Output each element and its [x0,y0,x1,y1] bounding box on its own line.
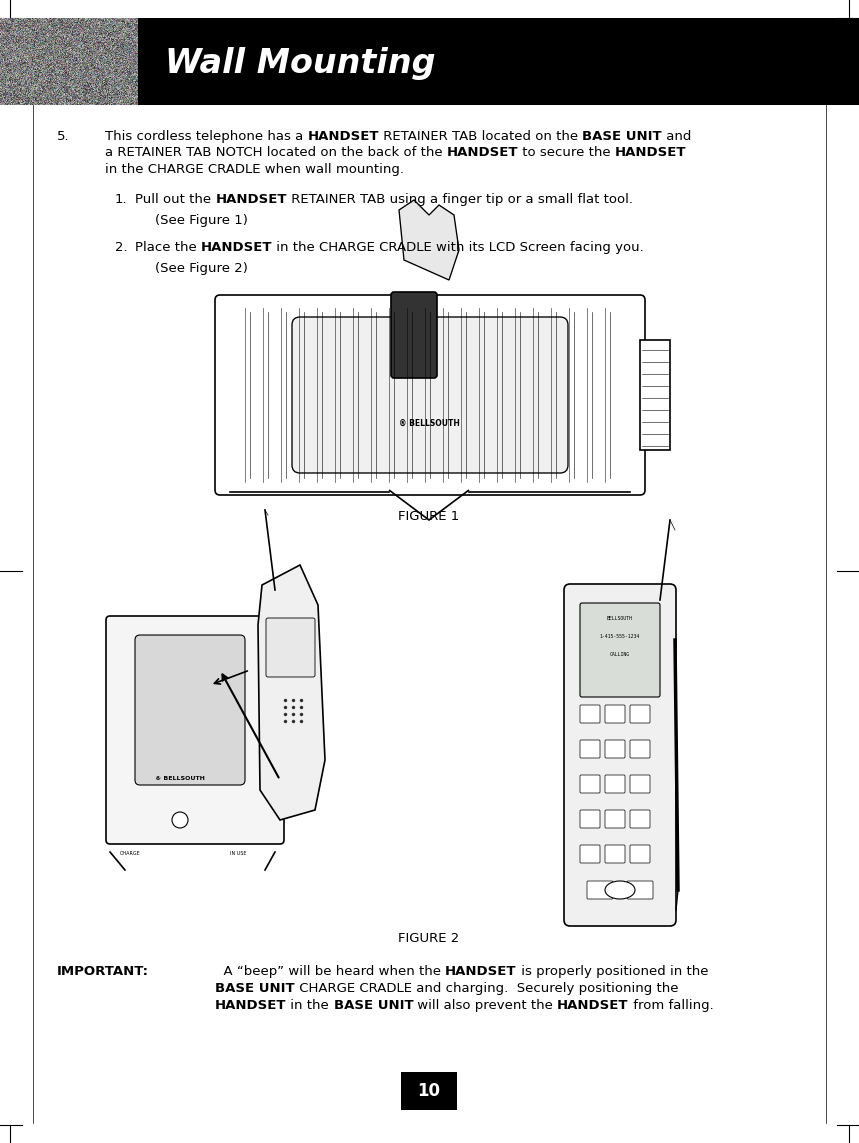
Text: CALLING: CALLING [610,652,630,657]
Bar [401,1072,457,1110]
FancyBboxPatch shape [605,845,625,863]
Text: 2.: 2. [115,240,128,254]
FancyBboxPatch shape [135,636,245,785]
FancyBboxPatch shape [215,295,645,495]
Polygon shape [258,565,325,820]
Text: BELLSOUTH: BELLSOUTH [607,616,633,621]
Text: 5.: 5. [57,130,70,143]
FancyBboxPatch shape [630,740,650,758]
Text: RETAINER TAB located on the: RETAINER TAB located on the [379,130,582,143]
Polygon shape [399,200,459,280]
Text: RETAINER TAB using a finger tip or a small flat tool.: RETAINER TAB using a finger tip or a sma… [287,193,633,206]
Text: 10: 10 [417,1082,441,1100]
Bar [138,18,859,105]
Text: 1-415-555-1234: 1-415-555-1234 [600,634,640,639]
Text: HANDSET: HANDSET [216,193,287,206]
Text: BASE UNIT: BASE UNIT [333,999,413,1012]
FancyBboxPatch shape [580,604,660,697]
FancyBboxPatch shape [605,810,625,828]
FancyBboxPatch shape [580,810,600,828]
FancyBboxPatch shape [630,845,650,863]
FancyBboxPatch shape [605,705,625,724]
FancyBboxPatch shape [630,810,650,828]
FancyBboxPatch shape [266,618,315,677]
Text: FIGURE 2: FIGURE 2 [399,932,460,945]
Text: from falling.: from falling. [629,999,714,1012]
Text: Pull out the: Pull out the [135,193,216,206]
Text: will also prevent the: will also prevent the [413,999,557,1012]
Text: This cordless telephone has a: This cordless telephone has a [105,130,308,143]
Text: FIGURE 1: FIGURE 1 [399,510,460,523]
FancyBboxPatch shape [587,881,613,900]
FancyBboxPatch shape [292,317,568,473]
FancyBboxPatch shape [580,845,600,863]
FancyBboxPatch shape [630,705,650,724]
Text: A “beep” will be heard when the: A “beep” will be heard when the [215,965,445,978]
Bar [640,339,670,450]
FancyBboxPatch shape [580,740,600,758]
Text: HANDSET: HANDSET [447,146,518,160]
Text: in the CHARGE CRADLE when wall mounting.: in the CHARGE CRADLE when wall mounting. [105,163,404,176]
FancyBboxPatch shape [627,881,653,900]
FancyBboxPatch shape [564,584,676,926]
Text: 1.: 1. [115,193,128,206]
Text: Wall Mounting: Wall Mounting [165,47,436,80]
Text: IMPORTANT:: IMPORTANT: [57,965,149,978]
Text: HANDSET: HANDSET [201,240,272,254]
Text: HANDSET: HANDSET [445,965,517,978]
Text: ® BELLSOUTH: ® BELLSOUTH [155,776,205,781]
FancyBboxPatch shape [580,775,600,793]
Text: IN USE: IN USE [230,852,247,856]
FancyBboxPatch shape [605,775,625,793]
Text: (See Figure 1): (See Figure 1) [155,214,248,227]
Text: HANDSET: HANDSET [308,130,379,143]
Text: and: and [662,130,691,143]
Circle shape [172,812,188,828]
Text: ® BELLSOUTH: ® BELLSOUTH [399,419,460,427]
FancyBboxPatch shape [391,291,437,378]
Text: HANDSET: HANDSET [215,999,287,1012]
Text: is properly positioned in the: is properly positioned in the [517,965,709,978]
Text: HANDSET: HANDSET [557,999,629,1012]
Text: (See Figure 2): (See Figure 2) [155,262,248,275]
FancyBboxPatch shape [106,616,284,844]
Text: a RETAINER TAB NOTCH located on the back of the: a RETAINER TAB NOTCH located on the back… [105,146,447,160]
Text: BASE UNIT: BASE UNIT [215,982,295,996]
Text: CHARGE CRADLE and charging.  Securely positioning the: CHARGE CRADLE and charging. Securely pos… [295,982,678,996]
Text: in the: in the [287,999,333,1012]
FancyBboxPatch shape [580,705,600,724]
Polygon shape [280,600,310,810]
Text: Place the: Place the [135,240,201,254]
Ellipse shape [605,881,635,900]
Text: HANDSET: HANDSET [615,146,686,160]
Text: in the CHARGE CRADLE with its LCD Screen facing you.: in the CHARGE CRADLE with its LCD Screen… [272,240,644,254]
Text: to secure the: to secure the [518,146,615,160]
Text: CHARGE: CHARGE [120,852,141,856]
FancyBboxPatch shape [605,740,625,758]
FancyBboxPatch shape [630,775,650,793]
Text: BASE UNIT: BASE UNIT [582,130,662,143]
